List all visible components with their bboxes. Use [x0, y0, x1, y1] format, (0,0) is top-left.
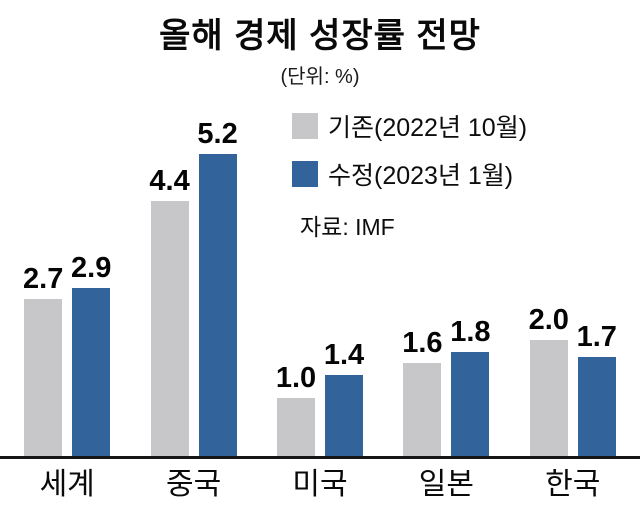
- bar-existing: [529, 340, 568, 456]
- bar-column: 1.4: [323, 338, 365, 456]
- legend-item-existing: 기존(2022년 10월): [292, 108, 527, 144]
- value-label: 1.6: [402, 327, 443, 360]
- bar-group: 1.0 1.4: [275, 338, 365, 456]
- bar-existing: [150, 200, 189, 456]
- bar-column: 1.7: [576, 321, 617, 456]
- bar-column: 1.6: [402, 327, 443, 456]
- legend-swatch-revised: [292, 161, 318, 187]
- bar-column: 2.9: [71, 251, 112, 456]
- bar-group: 1.6 1.8: [402, 315, 491, 456]
- value-label: 1.4: [323, 338, 365, 371]
- chart-title: 올해 경제 성장률 전망: [159, 17, 481, 55]
- bar-revised: [451, 351, 490, 456]
- bar-groups: 2.7 2.9 4.4 5.2 1.0 1.4 1.6 1.8 2.0 1.7: [0, 99, 640, 459]
- category-label: 세계: [39, 468, 95, 501]
- legend-label-revised: 수정(2023년 1월): [328, 162, 514, 190]
- bar-group: 2.0 1.7: [528, 304, 617, 456]
- value-label: 5.2: [197, 118, 238, 151]
- category-label: 한국: [545, 468, 601, 501]
- bar-chart: 2.7 2.9 4.4 5.2 1.0 1.4 1.6 1.8 2.0 1.7 세계 중국 미국 일본 한…: [0, 95, 640, 507]
- value-label: 1.8: [450, 315, 491, 348]
- category-labels: 세계 중국 미국 일본 한국: [0, 459, 640, 503]
- legend-swatch-existing: [292, 113, 318, 139]
- value-label: 4.4: [149, 164, 190, 197]
- chart-unit-label: (단위: %): [280, 66, 360, 88]
- category-label: 일본: [418, 468, 474, 501]
- value-label: 2.7: [23, 263, 64, 296]
- bar-revised: [198, 154, 237, 456]
- legend: 기존(2022년 10월) 수정(2023년 1월): [292, 108, 527, 204]
- value-label: 2.0: [528, 304, 569, 336]
- legend-label-existing: 기존(2022년 10월): [328, 114, 528, 142]
- category-label: 미국: [292, 468, 348, 501]
- bar-existing: [24, 299, 63, 456]
- bar-revised: [577, 357, 616, 456]
- bar-column: 1.0: [275, 362, 317, 456]
- bar-column: 4.4: [149, 164, 190, 456]
- bar-column: 2.7: [23, 263, 64, 456]
- value-label: 1.7: [576, 321, 617, 354]
- bar-group: 4.4 5.2: [149, 118, 238, 456]
- value-label: 2.9: [71, 251, 112, 284]
- bar-existing: [276, 398, 315, 456]
- legend-item-revised: 수정(2023년 1월): [292, 156, 527, 192]
- category-label: 중국: [165, 468, 222, 501]
- bar-revised: [324, 374, 363, 456]
- bar-existing: [403, 363, 442, 456]
- bar-column: 2.0: [528, 304, 569, 456]
- bar-column: 1.8: [450, 315, 491, 456]
- source-label: 자료: IMF: [300, 214, 395, 240]
- bar-revised: [72, 287, 111, 456]
- value-label: 1.0: [275, 362, 317, 394]
- bar-group: 2.7 2.9: [23, 251, 112, 456]
- bar-column: 5.2: [197, 118, 238, 456]
